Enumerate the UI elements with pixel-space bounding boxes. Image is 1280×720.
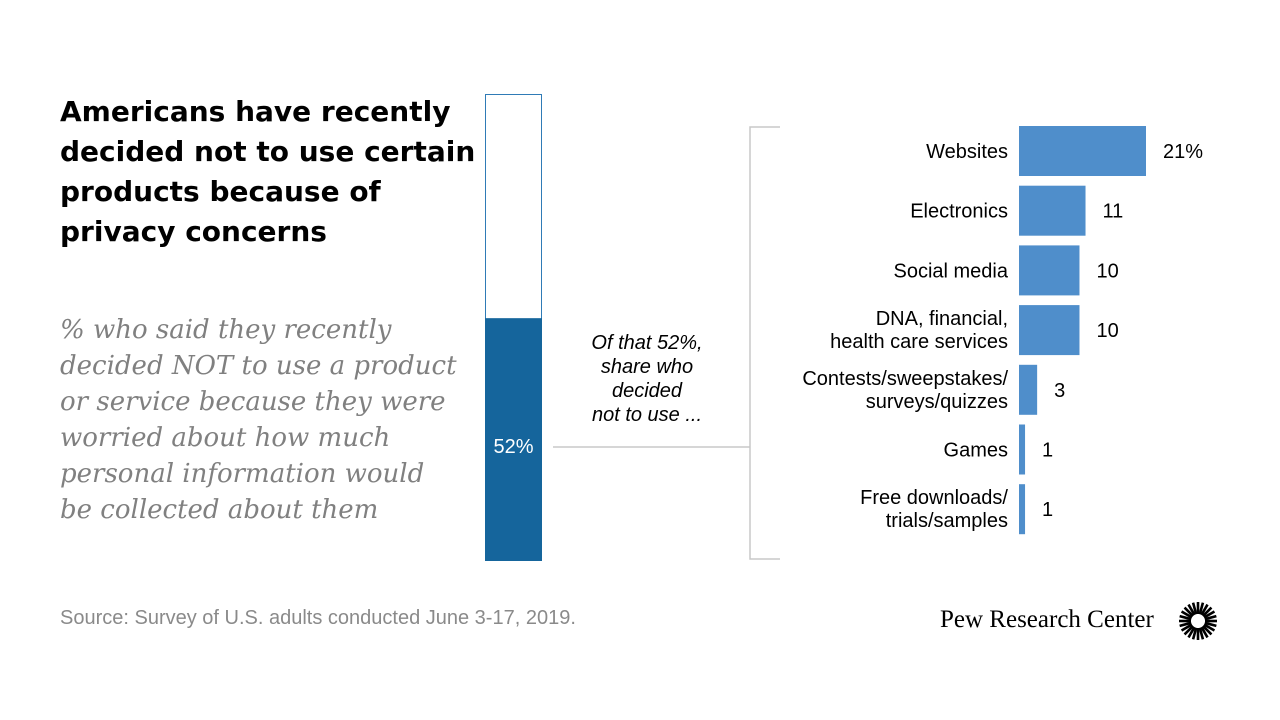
pew-logo-icon (1179, 602, 1217, 640)
chart-subtitle: % who said they recently decided NOT to … (60, 315, 457, 525)
value-label-3: 10 (1096, 320, 1118, 342)
value-label-0: 21% (1163, 141, 1203, 163)
value-label-1: 11 (1103, 201, 1124, 223)
bar-6 (1019, 484, 1026, 535)
chart-title: Americans have recently decided not to u… (60, 95, 476, 248)
value-label-2: 10 (1096, 260, 1118, 282)
bar-1 (1019, 185, 1086, 236)
category-label-3: DNA, financial, health care services (830, 308, 1008, 353)
category-label-1: Electronics (910, 201, 1008, 223)
category-label-0: Websites (926, 141, 1008, 163)
bar-2 (1019, 245, 1080, 296)
bracket-line (749, 126, 780, 560)
source-note: Source: Survey of U.S. adults conducted … (60, 607, 576, 629)
bar-4 (1019, 364, 1038, 415)
breakdown-note: Of that 52%, share who decided not to use .… (591, 332, 702, 426)
category-label-4: Contests/sweepstakes/surveys/quizzes (802, 368, 1008, 413)
total-bar-group: 52% (485, 94, 542, 561)
value-label-4: 3 (1054, 380, 1065, 402)
value-label-5: 1 (1042, 440, 1053, 462)
brand-name: Pew Research Center (940, 606, 1154, 633)
connector-group (553, 126, 780, 560)
bar-5 (1019, 424, 1026, 475)
category-label-2: Social media (893, 260, 1008, 282)
total-bar-fill (485, 318, 542, 561)
category-label-5: Games (944, 440, 1008, 462)
category-label-6: Free downloads/trials/samples (860, 487, 1008, 532)
value-label-6: 1 (1042, 499, 1053, 521)
bar-0 (1019, 126, 1146, 176)
bar-3 (1019, 305, 1080, 356)
total-bar-label: 52% (493, 436, 533, 458)
breakdown-note-text: Of that 52%, share who decided not to use .… (591, 332, 702, 426)
